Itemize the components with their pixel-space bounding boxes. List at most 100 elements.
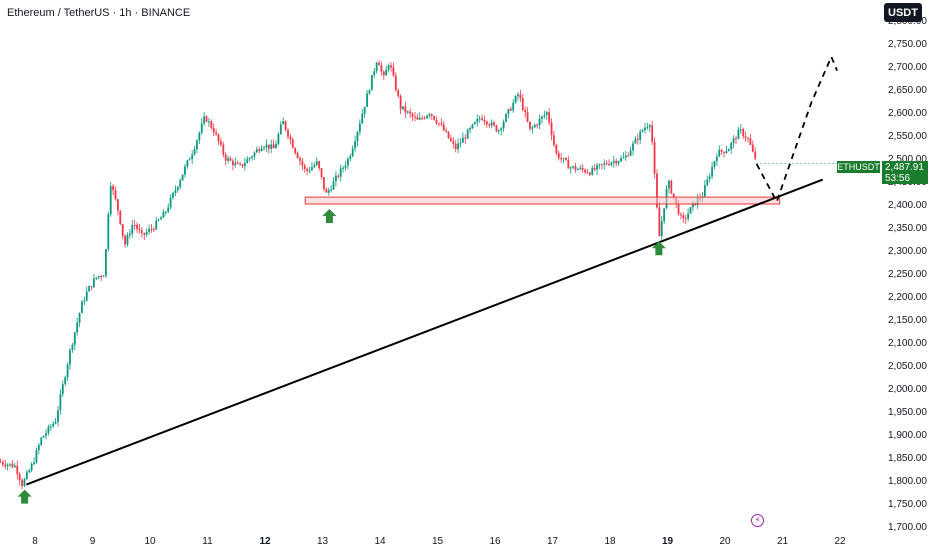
- symbol-price-tag: ETHUSDT: [837, 161, 880, 173]
- candle-body: [210, 121, 213, 129]
- candle-body: [416, 117, 419, 120]
- candle-body: [248, 157, 251, 160]
- candle-body: [591, 167, 594, 175]
- candle-body: [550, 122, 553, 136]
- candle-body: [90, 286, 93, 288]
- candle-body: [533, 124, 536, 128]
- candle-body: [663, 208, 666, 222]
- candle-body: [440, 123, 443, 125]
- candle-body: [560, 158, 563, 160]
- candle-body: [579, 167, 582, 170]
- candle-body: [61, 384, 64, 395]
- candle-body: [397, 90, 400, 96]
- candle-body: [620, 158, 622, 162]
- candle-body: [744, 136, 747, 139]
- candle-body: [179, 180, 182, 187]
- y-tick-label: 2,500.00: [888, 154, 927, 165]
- candle-body: [382, 71, 385, 76]
- candle-body: [519, 94, 522, 99]
- candle-body: [596, 165, 598, 170]
- drawings-layer[interactable]: [17, 54, 880, 504]
- y-tick-label: 2,100.00: [888, 338, 927, 349]
- candle-body: [584, 169, 586, 173]
- candle-body: [658, 207, 661, 237]
- y-tick-label: 2,300.00: [888, 246, 927, 257]
- arrow-up-retest-icon[interactable]: [322, 209, 337, 223]
- candle-body: [270, 144, 273, 149]
- candle-body: [284, 121, 287, 130]
- candle-body: [612, 160, 615, 163]
- candle-body: [524, 109, 527, 113]
- candle-body: [545, 112, 548, 116]
- bar-countdown: 53:56: [885, 173, 911, 184]
- y-tick-label: 2,650.00: [888, 85, 927, 96]
- trendline[interactable]: [26, 178, 824, 486]
- quote-currency-button[interactable]: USDT: [884, 3, 922, 22]
- y-tick-label: 2,400.00: [888, 200, 927, 211]
- candle-body: [521, 98, 524, 110]
- candle-body: [670, 180, 673, 194]
- candle-body: [450, 138, 452, 142]
- candle-body: [680, 214, 682, 216]
- last-price-value: 2,487.91: [885, 162, 924, 173]
- candle-body: [581, 167, 584, 170]
- candle-body: [255, 149, 258, 153]
- x-tick-label: 20: [719, 536, 731, 547]
- candle-body: [203, 116, 206, 124]
- candle-body: [162, 211, 165, 218]
- candle-body: [682, 215, 685, 219]
- candle-body: [21, 480, 23, 487]
- candle-body: [488, 124, 491, 126]
- candle-body: [59, 394, 62, 411]
- candle-body: [466, 129, 469, 139]
- x-tick-label: 19: [662, 536, 674, 547]
- candle-body: [0, 461, 2, 463]
- x-tick-label: 15: [432, 536, 444, 547]
- projection-path[interactable]: [755, 54, 838, 204]
- candle-body: [526, 112, 529, 122]
- arrow-up-wick-icon[interactable]: [651, 241, 666, 256]
- candle-body: [394, 75, 397, 91]
- candle-body: [615, 160, 618, 164]
- candle-body: [260, 148, 263, 151]
- candle-body: [241, 164, 244, 167]
- candle-body: [119, 210, 122, 224]
- candle-body: [576, 169, 579, 171]
- candle-body: [95, 277, 98, 279]
- candle-body: [344, 165, 347, 168]
- candle-body: [16, 465, 19, 475]
- candle-body: [37, 444, 40, 451]
- candle-body: [157, 219, 160, 221]
- support-zone[interactable]: [304, 196, 781, 205]
- candle-body: [727, 149, 730, 152]
- candle-body: [215, 132, 218, 135]
- candle-body: [502, 121, 505, 129]
- candle-body: [536, 124, 539, 126]
- candle-body: [143, 233, 146, 235]
- candle-body: [263, 147, 265, 149]
- candle-body: [593, 167, 596, 170]
- candle-body: [217, 134, 220, 142]
- x-tick-label: 9: [90, 536, 96, 547]
- candle-body: [66, 364, 69, 378]
- candle-body: [193, 149, 196, 155]
- candle-body: [677, 203, 680, 215]
- price-axis[interactable]: 1,700.00 1,750.00 1,800.00 1,850.00 1,900.00…: [888, 16, 927, 533]
- time-axis[interactable]: 8 9 10 11 12 13 14 15 16 17 18 19 20 21 22: [32, 536, 846, 547]
- x-tick-label: 18: [604, 536, 616, 547]
- candle-body: [483, 119, 486, 122]
- candle-body: [136, 224, 138, 230]
- candle-body: [478, 118, 481, 120]
- candle-body: [634, 138, 637, 144]
- y-tick-label: 2,700.00: [888, 62, 927, 73]
- candle-body: [188, 159, 191, 161]
- candle-body: [97, 276, 100, 278]
- candle-body: [287, 129, 289, 137]
- candle-body: [100, 276, 103, 278]
- lightning-bolt-icon[interactable]: ⚡: [751, 514, 764, 527]
- candle-body: [493, 122, 495, 126]
- x-tick-label: 17: [547, 536, 559, 547]
- y-tick-label: 2,600.00: [888, 108, 927, 119]
- arrow-up-low-icon[interactable]: [17, 489, 32, 504]
